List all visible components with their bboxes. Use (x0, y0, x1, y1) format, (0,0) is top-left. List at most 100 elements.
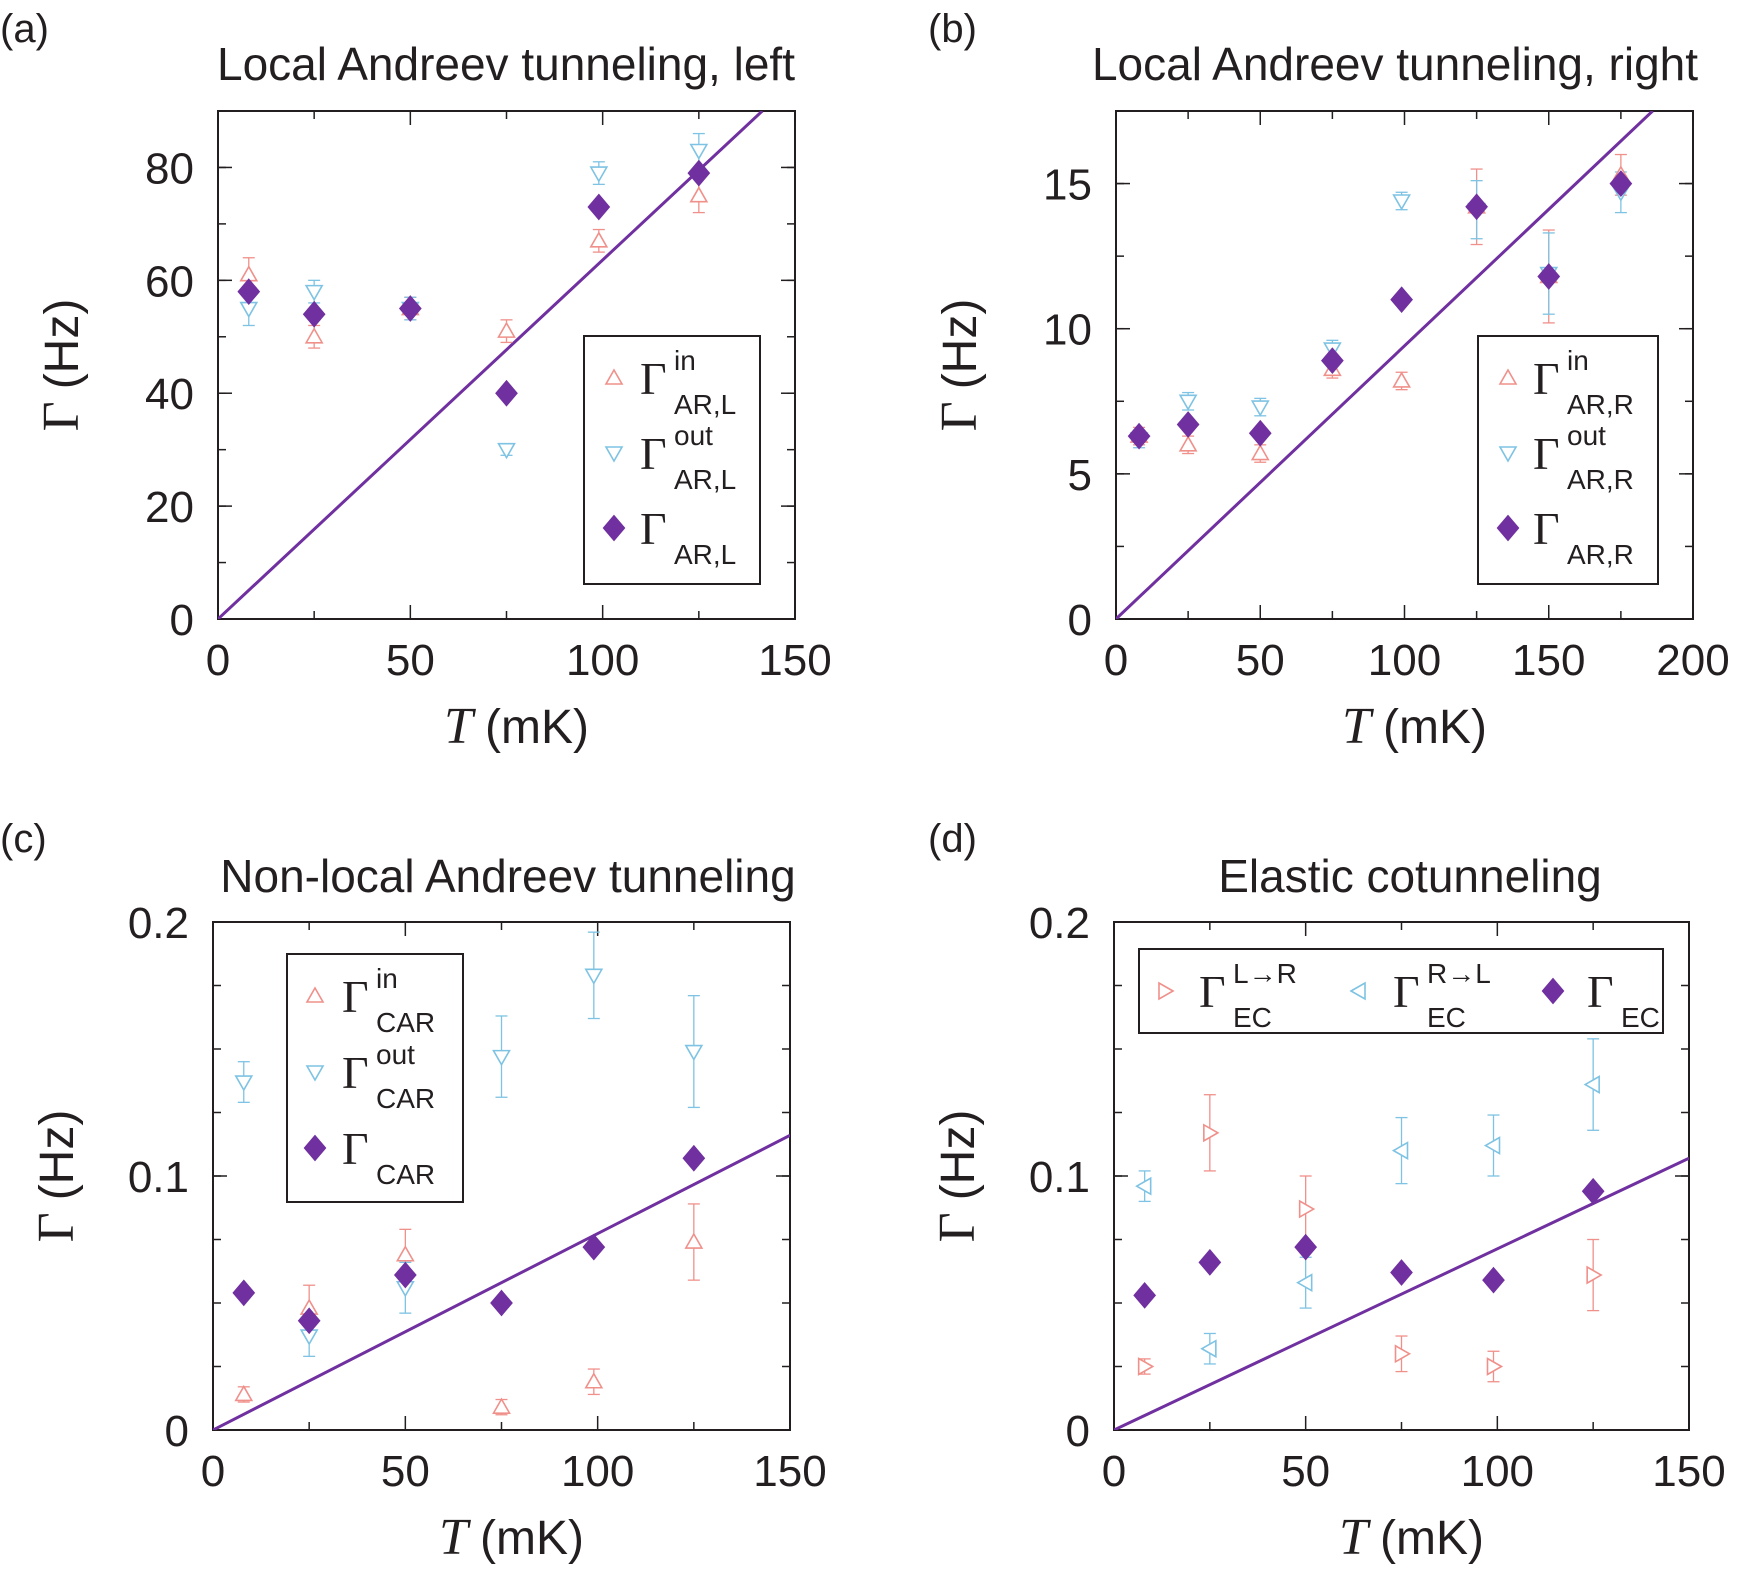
x-tick-label: 0 (201, 1447, 225, 1496)
x-axis-variable: T (439, 1509, 471, 1566)
x-tick-label: 150 (753, 1447, 826, 1496)
legend-gamma: Γ (1533, 353, 1560, 404)
x-axis-variable: T (1342, 698, 1374, 755)
y-tick-label: 5 (1068, 451, 1092, 500)
data-point-in (1250, 443, 1270, 461)
x-axis-label: T (mK) (1342, 698, 1487, 755)
data-point-total (1465, 193, 1488, 221)
x-axis-unit: (mK) (1380, 1512, 1484, 1565)
data-point-in (497, 321, 516, 338)
data-point-total (1176, 411, 1200, 438)
x-tick-label: 50 (386, 636, 435, 685)
x-tick-label: 0 (1102, 1447, 1126, 1496)
data-point-total (297, 1307, 321, 1335)
y-tick-label: 0 (1068, 596, 1092, 645)
chart-title: Local Andreev tunneling, right (1092, 38, 1698, 90)
y-axis-unit: (Hz) (932, 1110, 985, 1201)
data-point-total (1390, 286, 1413, 314)
legend-gamma: Γ (640, 353, 667, 404)
data-point-total (1537, 263, 1561, 290)
legend-marker-total (1541, 977, 1565, 1005)
x-tick-label: 150 (1512, 636, 1585, 685)
y-axis-label: Γ (Hz) (931, 299, 988, 432)
data-point-in (689, 186, 709, 203)
data-point-total (1198, 1248, 1222, 1276)
x-axis-label: T (mK) (444, 698, 589, 755)
chart-title: Local Andreev tunneling, left (217, 38, 795, 90)
data-point-in (492, 1397, 511, 1414)
legend-subscript: CAR (376, 1159, 435, 1190)
data-point-total (490, 1289, 513, 1317)
x-tick-label: 0 (206, 636, 230, 685)
x-tick-label: 50 (1236, 636, 1285, 685)
y-tick-label: 60 (145, 257, 194, 306)
y-axis-label: Γ (Hz) (28, 1110, 85, 1243)
data-point-out (1392, 194, 1411, 211)
legend-marker-total (1496, 514, 1520, 542)
data-point-out (234, 1075, 254, 1092)
x-tick-label: 0 (1104, 636, 1128, 685)
legend-subscript: CAR (376, 1083, 435, 1114)
legend-symbol: Γ (1533, 428, 1560, 479)
panel-label: (d) (928, 817, 977, 861)
legend-symbol: Γ (640, 353, 667, 404)
legend-subscript: AR,L (674, 389, 736, 420)
fit-line (213, 1134, 790, 1430)
data-point-total (1390, 1259, 1413, 1286)
y-axis-symbol: Γ (28, 1212, 85, 1242)
data-point-in (1298, 1199, 1316, 1219)
chart-title: Elastic cotunneling (1218, 850, 1602, 902)
y-tick-label: 20 (145, 483, 194, 532)
x-tick-label: 150 (758, 636, 831, 685)
data-point-out (684, 1044, 704, 1062)
data-point-total (687, 159, 711, 187)
chart-panel-2: (c) Non-local Andreev tunneling 0 50 100 150 0… (0, 817, 827, 1566)
legend-symbol: Γ (342, 1123, 369, 1174)
legend-subscript: CAR (376, 1007, 435, 1038)
data-point-in (1486, 1357, 1504, 1376)
data-point-in (684, 1232, 704, 1249)
chart-panel-0: (a) Local Andreev tunneling, left 0 50 100 15… (0, 7, 832, 755)
data-point-total (232, 1279, 256, 1307)
y-tick-label: 0.2 (1029, 899, 1090, 948)
legend-symbol: Γ (640, 503, 667, 554)
data-point-in (1203, 1123, 1220, 1143)
legend-box (1138, 948, 1664, 1034)
legend-marker-out (1498, 446, 1518, 463)
legend-subscript: AR,L (674, 464, 736, 495)
legend-superscript: out (376, 1039, 415, 1070)
legend-marker-out (604, 446, 624, 463)
data-point-in (234, 1384, 254, 1402)
legend-superscript: in (1567, 345, 1589, 376)
legend-gamma: Γ (342, 1123, 369, 1174)
legend-gamma: Γ (640, 428, 667, 479)
data-point-in (304, 327, 324, 344)
legend-marker-in (1498, 368, 1518, 385)
x-tick-label: 50 (381, 1447, 430, 1496)
data-point-total (582, 1233, 606, 1261)
data-point-in (589, 231, 609, 248)
legend-gamma: Γ (1533, 428, 1560, 479)
y-tick-label: 10 (1043, 306, 1092, 355)
legend-subscript: AR,L (674, 539, 736, 570)
y-tick-label: 0 (170, 596, 194, 645)
legend-gamma: Γ (342, 1047, 369, 1098)
legend-gamma: Γ (1533, 503, 1560, 554)
x-axis-unit: (mK) (485, 701, 589, 754)
x-tick-label: 100 (561, 1447, 634, 1496)
x-tick-label: 50 (1281, 1447, 1330, 1496)
x-axis-label: T (mK) (1339, 1509, 1484, 1566)
legend-symbol: Γ (1393, 966, 1420, 1017)
legend-marker-in (604, 368, 624, 385)
data-point-total (237, 278, 261, 305)
y-tick-label: 0 (165, 1407, 189, 1456)
y-axis-label: Γ (Hz) (929, 1110, 986, 1243)
data-point-out (589, 166, 609, 183)
data-point-in (1137, 1357, 1155, 1376)
data-point-in (1392, 371, 1411, 388)
data-point-out (1391, 1141, 1409, 1160)
data-point-in (584, 1372, 604, 1389)
legend-superscript: L→R (1233, 958, 1297, 989)
